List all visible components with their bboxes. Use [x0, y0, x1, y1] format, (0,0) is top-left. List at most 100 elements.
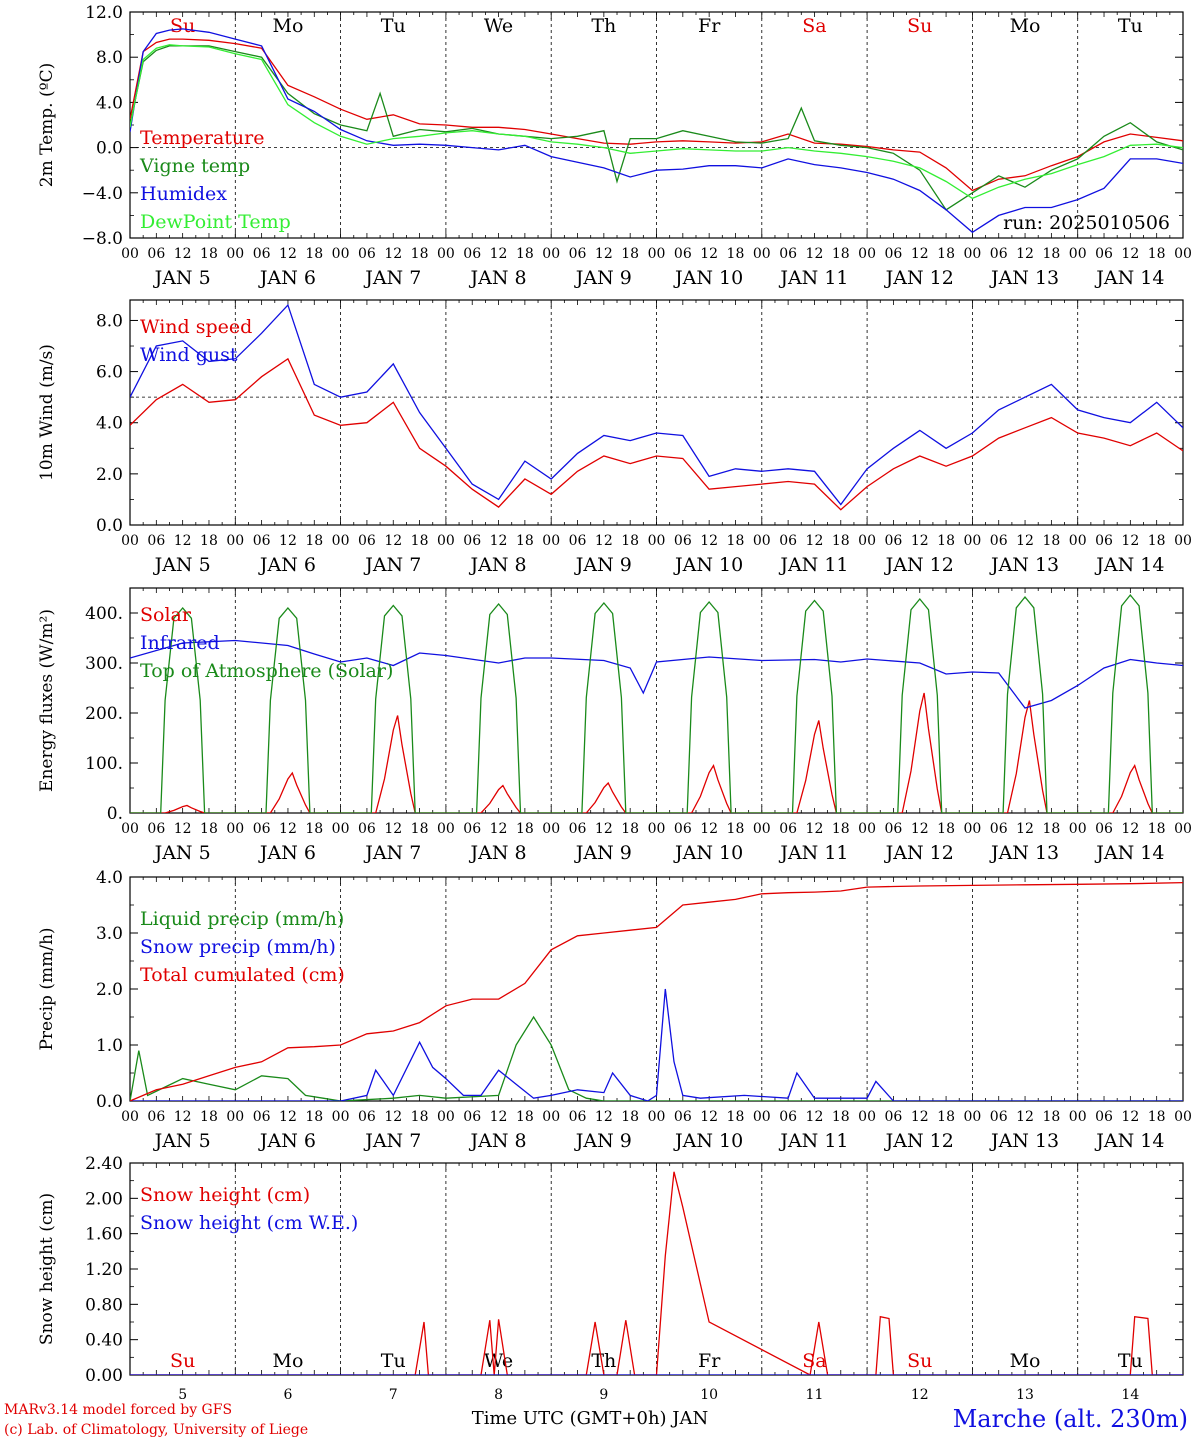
date-label: JAN 14 [1094, 1130, 1164, 1152]
hour-label: 12 [174, 1109, 192, 1125]
day-number-label: 10 [700, 1387, 718, 1403]
hour-label: 00 [226, 533, 244, 549]
panel-3: 400. 300. 200. 100. 0. Energy fluxes (W/m²) 00… [37, 587, 1192, 864]
hour-label: 00 [121, 1109, 139, 1125]
hour-label: 00 [753, 533, 771, 549]
hour-label: 18 [621, 533, 639, 549]
hour-label: 06 [990, 821, 1008, 837]
hour-label: 00 [858, 246, 876, 262]
hour-label: 12 [911, 246, 929, 262]
hour-label: 12 [384, 1109, 402, 1125]
hour-label: 00 [332, 246, 350, 262]
hour-label: 00 [858, 1109, 876, 1125]
date-label: JAN 5 [153, 554, 211, 576]
day-number-label: 13 [1016, 1387, 1034, 1403]
hour-label: 12 [490, 533, 508, 549]
hour-label: 12 [279, 533, 297, 549]
run-label: run: 2025010506 [1003, 212, 1170, 234]
hour-label: 18 [937, 246, 955, 262]
y-tick-label: 1.60 [85, 1225, 123, 1245]
hour-label: 18 [1042, 533, 1060, 549]
legend-entry: Snow height (cm) [140, 1184, 310, 1206]
date-label: JAN 5 [153, 1130, 211, 1152]
hour-label: 12 [384, 246, 402, 262]
y-tick-label: 1.20 [85, 1260, 123, 1280]
series-line-5-1 [130, 1171, 1183, 1375]
hour-label: 12 [279, 246, 297, 262]
hour-label: 12 [174, 533, 192, 549]
y-tick-label: −4.0 [82, 184, 123, 204]
hour-label: 12 [490, 821, 508, 837]
weekday-label: Su [170, 15, 195, 37]
date-label: JAN 7 [363, 1130, 421, 1152]
hour-label: 06 [779, 821, 797, 837]
credit-line-1: MARv3.14 model forced by GFS [4, 1402, 232, 1418]
station-label: Marche (alt. 230m) [953, 1405, 1188, 1433]
date-label: JAN 11 [778, 842, 848, 864]
hour-label: 06 [674, 821, 692, 837]
y-axis-title: Snow height (cm) [37, 1193, 57, 1345]
y-tick-label: 2.40 [85, 1154, 123, 1174]
hour-label: 18 [1148, 821, 1166, 837]
y-tick-label: 4.0 [96, 414, 123, 434]
y-axis-title: Precip (mm/h) [37, 927, 57, 1050]
weekday-label: Th [591, 15, 616, 37]
legend-entry: Liquid precip (mm/h) [140, 908, 344, 930]
hour-label: 00 [1069, 1109, 1087, 1125]
series-line-3-1 [130, 692, 1183, 813]
hour-label: 00 [226, 821, 244, 837]
hour-label: 12 [700, 1109, 718, 1125]
panel-5: 2.40 2.00 1.60 1.20 0.80 0.40 0.00 Snow height … [37, 1154, 1184, 1403]
legend-entry: Total cumulated (cm) [140, 964, 345, 986]
hour-label: 18 [305, 1109, 323, 1125]
hour-label: 18 [937, 821, 955, 837]
hour-label: 12 [279, 821, 297, 837]
hour-label: 12 [1016, 533, 1034, 549]
date-label: JAN 13 [989, 1130, 1059, 1152]
hour-label: 12 [806, 821, 824, 837]
date-label: JAN 8 [469, 267, 527, 289]
hour-label: 12 [174, 246, 192, 262]
y-tick-label: 2.00 [85, 1189, 123, 1209]
hour-label: 00 [437, 533, 455, 549]
hour-label: 18 [1148, 533, 1166, 549]
hour-label: 18 [305, 821, 323, 837]
date-label: JAN 12 [884, 554, 954, 576]
y-tick-label: 2.0 [96, 465, 123, 485]
date-label: JAN 13 [989, 267, 1059, 289]
hour-label: 06 [990, 246, 1008, 262]
date-label: JAN 9 [574, 1130, 632, 1152]
legend-entry: Snow precip (mm/h) [140, 936, 336, 958]
hour-label: 00 [858, 821, 876, 837]
weekday-label: Fr [698, 1350, 721, 1372]
hour-label: 00 [542, 246, 560, 262]
weekday-label: Su [907, 1350, 932, 1372]
hour-label: 06 [358, 246, 376, 262]
credit-line-2: (c) Lab. of Climatology, University of L… [4, 1422, 308, 1438]
hour-label: 12 [911, 1109, 929, 1125]
y-tick-label: 2.0 [96, 980, 123, 1000]
hour-label: 18 [411, 1109, 429, 1125]
hour-label: 00 [121, 246, 139, 262]
panel-4: 4.0 3.0 2.0 1.0 0.0 Precip (mm/h) 00 06 12 18 JAN … [37, 868, 1192, 1152]
hour-label: 06 [253, 246, 271, 262]
hour-label: 00 [963, 246, 981, 262]
hour-label: 00 [648, 1109, 666, 1125]
day-number-label: 7 [389, 1387, 398, 1403]
hour-label: 06 [885, 1109, 903, 1125]
hour-label: 18 [516, 821, 534, 837]
hour-label: 06 [147, 246, 165, 262]
date-label: JAN 6 [258, 1130, 316, 1152]
panel-1: 12.0 8.0 4.0 0.0 −4.0 −8.0 2m Temp. (ºC) 00 06 12… [37, 3, 1192, 289]
hour-label: 00 [1069, 246, 1087, 262]
hour-label: 18 [516, 1109, 534, 1125]
series-line-1-1 [130, 38, 1183, 192]
hour-label: 06 [358, 533, 376, 549]
weekday-label: Sa [802, 15, 826, 37]
y-tick-label: 3.0 [96, 924, 123, 944]
date-label: JAN 12 [884, 1130, 954, 1152]
hour-label: 12 [700, 821, 718, 837]
hour-label: 18 [411, 533, 429, 549]
hour-label: 06 [674, 246, 692, 262]
